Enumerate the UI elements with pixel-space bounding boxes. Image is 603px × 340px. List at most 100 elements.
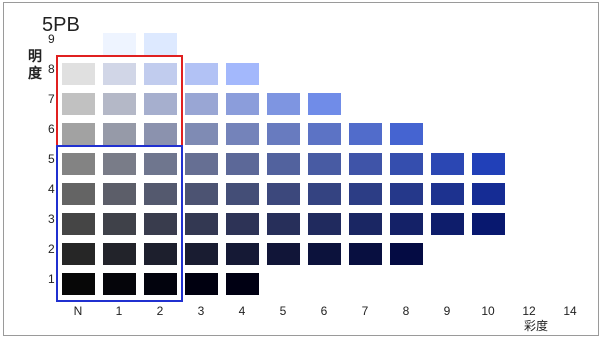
color-chip [390,183,423,205]
color-chip [144,33,177,55]
color-chip [308,183,341,205]
y-tick-label: 5 [48,152,55,166]
chart-title: 5PB [42,14,80,36]
y-axis-label: 明度 [28,48,43,81]
x-tick-label: 14 [563,304,577,318]
color-chip [472,183,505,205]
color-chip [308,243,341,265]
color-chip [267,213,300,235]
color-chip [103,33,136,55]
color-chip [226,273,259,295]
color-chip [144,123,177,145]
x-tick-label: 6 [321,304,328,318]
color-chip [349,243,382,265]
color-chip [103,93,136,115]
x-tick-label: 10 [481,304,495,318]
color-chip [103,183,136,205]
color-chip [103,63,136,85]
y-tick-label: 8 [48,62,55,76]
color-chip [144,63,177,85]
color-chip [267,123,300,145]
color-chip [103,123,136,145]
color-chip [431,183,464,205]
color-chip [308,93,341,115]
color-chip [431,213,464,235]
color-chip [308,213,341,235]
color-chip [226,243,259,265]
color-chip [103,213,136,235]
color-chip [226,63,259,85]
y-tick-label: 7 [48,92,55,106]
color-chip [431,153,464,175]
color-chip [308,153,341,175]
color-chip [349,123,382,145]
x-tick-label: N [74,304,83,318]
color-chip [62,183,95,205]
color-chip [62,123,95,145]
y-tick-label: 6 [48,122,55,136]
color-chip [144,183,177,205]
x-tick-label: 5 [280,304,287,318]
color-chip [62,153,95,175]
color-chip [103,273,136,295]
color-chip [144,153,177,175]
color-chip [185,63,218,85]
y-tick-label: 4 [48,182,55,196]
color-chip [267,93,300,115]
color-chip [390,153,423,175]
color-chip [185,93,218,115]
color-chip [185,183,218,205]
color-chip [349,213,382,235]
color-chip [267,183,300,205]
color-chip [390,213,423,235]
y-tick-label: 1 [48,272,55,286]
color-chip [62,63,95,85]
color-chip [349,183,382,205]
x-tick-label: 9 [444,304,451,318]
color-chip [349,153,382,175]
color-chip [185,273,218,295]
color-chip [472,213,505,235]
x-tick-label: 8 [403,304,410,318]
color-chip [103,153,136,175]
color-chip [267,243,300,265]
color-chip [144,243,177,265]
color-chip [62,273,95,295]
color-chip [267,153,300,175]
color-chip [144,273,177,295]
x-tick-label: 12 [522,304,536,318]
x-tick-label: 3 [198,304,205,318]
highlight-box [56,145,183,302]
color-chip [226,123,259,145]
color-chip [62,243,95,265]
color-chip [308,123,341,145]
color-chip [226,213,259,235]
color-chip [103,243,136,265]
chart-frame: 5PB 明度 彩度 N 1 2 3 4 5 6 7 8 9 10 12 14 1 2 3 4 5 6 7 8 9 [3,2,599,336]
color-chip [185,243,218,265]
color-chip [226,183,259,205]
y-tick-label: 2 [48,242,55,256]
color-chip [390,243,423,265]
color-chip [226,153,259,175]
cell-layer [62,33,505,295]
color-chip [62,213,95,235]
x-tick-label: 7 [362,304,369,318]
color-chip [226,93,259,115]
y-tick-label: 3 [48,212,55,226]
color-chip [62,33,95,55]
x-tick-label: 1 [116,304,123,318]
highlight-layer [56,55,183,302]
x-tick-label: 2 [157,304,164,318]
color-chip [390,123,423,145]
color-chip [185,123,218,145]
color-chip [144,213,177,235]
color-chip [144,93,177,115]
color-chip [185,153,218,175]
y-tick-label: 9 [48,32,55,46]
color-chip [62,93,95,115]
color-chip [472,153,505,175]
x-tick-label: 4 [239,304,246,318]
